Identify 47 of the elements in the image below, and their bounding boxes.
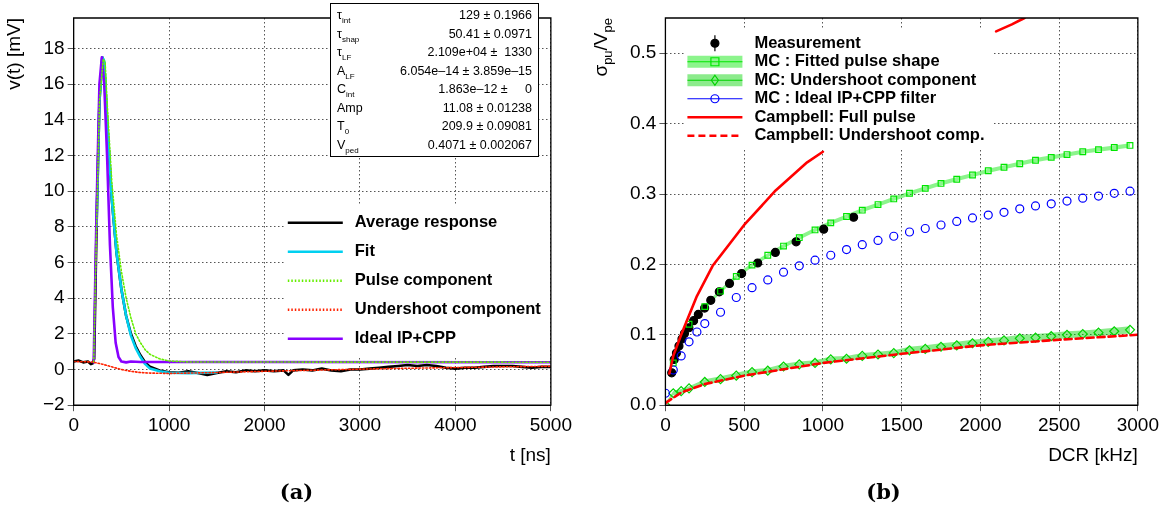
fit-parameters-box: τ$_{int}$ 129 ± 0.1966 τ$_{shap}$ 50.41 ± 0.0971 τ$_{LF}$ 2.109e+04 ± 1330 A$_{LF}$ 6.054e–14 ± 3.859e–15 C$_{int}$ 1.863e–12 ± 0 Amp 11.08 ± 0.01238 T$_{0}$ 209.9 ± 0.09081 V$_{ped}$ 0.4071 ± 0.002067 bbox=[330, 3, 539, 157]
x-tick-label: 2500 bbox=[1037, 413, 1081, 435]
y-tick-label: 10 bbox=[43, 179, 65, 201]
x-axis-title: DCR [kHz] bbox=[1048, 443, 1138, 465]
y-axis-title: v(t) [mV] bbox=[3, 17, 24, 90]
legend-label: Undershoot component bbox=[354, 299, 542, 318]
y-tick-label: 0.2 bbox=[629, 252, 657, 274]
legend-label: Fit bbox=[354, 241, 376, 260]
y-tick-label: 0.0 bbox=[629, 393, 657, 415]
x-axis-title: t [ns] bbox=[509, 443, 551, 465]
legend-label: MC: Undershoot component bbox=[754, 69, 977, 88]
x-tick-label: 3000 bbox=[338, 413, 382, 435]
text: (b) bbox=[866, 478, 901, 504]
x-tick-label: 1500 bbox=[880, 413, 923, 435]
text: (a) bbox=[279, 478, 314, 504]
x-tick-label: 4000 bbox=[434, 413, 477, 435]
legend-label: Campbell: Full pulse bbox=[754, 106, 916, 125]
x-tick-label: 5000 bbox=[529, 413, 573, 435]
x-tick-label: 1000 bbox=[801, 413, 845, 435]
x-tick-label: 3000 bbox=[1116, 413, 1160, 435]
legend-label: MC : Fitted pulse shape bbox=[754, 51, 940, 70]
y-tick-label: 0 bbox=[54, 357, 65, 379]
y-tick-label: 0.3 bbox=[629, 182, 657, 204]
y-axis-title: σpu/Vpe bbox=[590, 17, 615, 77]
x-tick-label: 2000 bbox=[959, 413, 1002, 435]
x-tick-label: 0 bbox=[660, 413, 671, 435]
legend-label: Measurement bbox=[754, 32, 862, 51]
x-tick-label: 2000 bbox=[243, 413, 286, 435]
legend-label: Campbell: Undershoot comp. bbox=[754, 125, 985, 144]
y-tick-label: 6 bbox=[54, 250, 65, 272]
legend-label: MC : Ideal IP+CPP filter bbox=[754, 88, 937, 107]
y-tick-label: 12 bbox=[43, 143, 65, 165]
y-tick-label: 4 bbox=[54, 286, 66, 308]
legend-label: Average response bbox=[354, 212, 498, 231]
x-tick-label: 1000 bbox=[147, 413, 191, 435]
y-tick-label: 2 bbox=[54, 322, 65, 344]
y-tick-label: 0.1 bbox=[629, 323, 657, 345]
legend-label: Pulse component bbox=[354, 270, 493, 289]
y-tick-label: −2 bbox=[42, 393, 65, 415]
y-tick-label: 14 bbox=[43, 107, 66, 129]
y-tick-label: 16 bbox=[43, 72, 65, 94]
y-tick-label: 18 bbox=[43, 36, 65, 58]
x-tick-label: 500 bbox=[728, 413, 761, 435]
y-tick-label: 0.5 bbox=[629, 41, 657, 63]
legend-label: Ideal IP+CPP bbox=[354, 328, 457, 347]
y-tick-label: 8 bbox=[54, 215, 65, 236]
y-tick-label: 0.4 bbox=[629, 111, 657, 133]
